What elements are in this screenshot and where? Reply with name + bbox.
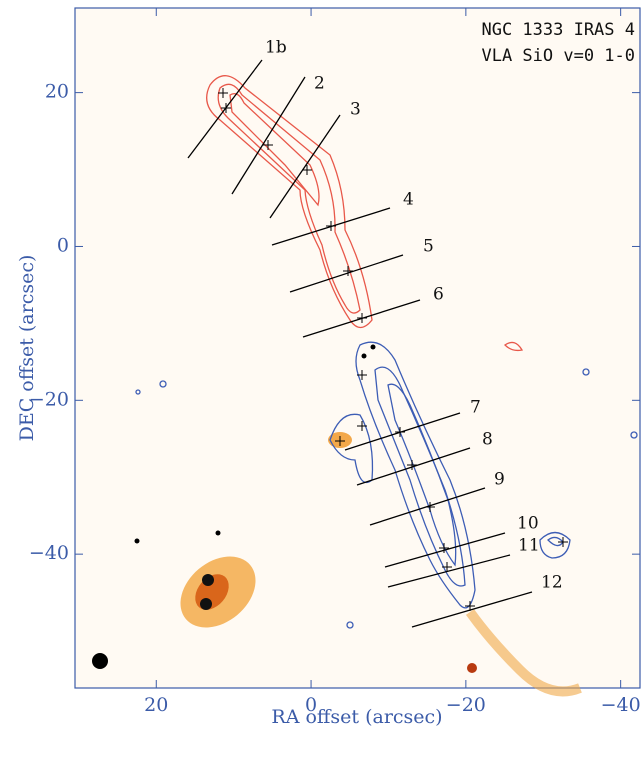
cut-label: 4 [403,190,414,210]
cut-label: 8 [482,430,493,450]
dot [371,345,376,350]
cut-label: 10 [517,514,539,534]
y-tick-label: −40 [29,542,69,564]
cut-label: 5 [423,237,434,257]
y-tick-label: 0 [57,234,69,256]
y-tick-label: 20 [45,81,69,103]
cut-label: 11 [518,536,540,556]
title-line: NGC 1333 IRAS 4 [481,20,635,40]
title-line: VLA SiO v=0 1-0 [481,46,635,66]
dot [216,531,221,536]
cut-label: 3 [350,100,361,120]
chart: NGC 1333 IRAS 4 VLA SiO v=0 1-0 RA offse… [0,0,643,759]
page: {"chart_data": {"type": "image", "title_… [0,0,643,759]
dot [362,354,367,359]
cut-label: 1b [265,38,287,58]
x-tick-label: −40 [601,694,641,716]
dot [135,539,140,544]
x-tick-label: 0 [305,694,317,716]
x-tick-label: 20 [144,694,168,716]
cut-label: 9 [494,470,505,490]
y-tick-label: −20 [29,388,69,410]
cut-label: 12 [541,573,563,593]
cut-label: 2 [314,74,325,94]
x-axis-label: RA offset (arcsec) [271,706,442,728]
cut-label: 7 [470,398,481,418]
y-axis-label: DEC offset (arcsec) [16,255,38,442]
cut-label: 6 [433,285,444,305]
x-tick-label: −20 [446,694,486,716]
